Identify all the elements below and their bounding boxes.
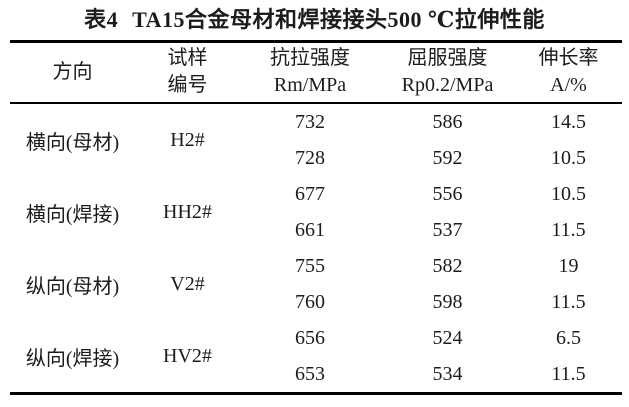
cell-yield-strength: 534 bbox=[432, 362, 463, 385]
cell-yield-strength: 582 bbox=[432, 254, 463, 277]
header-row: 方向 试样 编号 抗拉强度 Rm/MPa 屈服强度 Rp0.2/MPa 伸长率 … bbox=[10, 42, 622, 104]
cell-yield-strength: 524 bbox=[432, 326, 463, 349]
table-row: 661 537 11.5 bbox=[10, 212, 622, 248]
col-header-yield-strength: 屈服强度 Rp0.2/MPa bbox=[380, 42, 515, 104]
cell-tensile-strength: 653 bbox=[295, 362, 325, 385]
table-title: 表4 TA15合金母材和焊接接头500 ℃拉伸性能 bbox=[0, 0, 629, 33]
cell-yield-strength: 556 bbox=[432, 182, 463, 205]
table-row: 纵向(母材) V2# 755 582 19 bbox=[10, 248, 622, 298]
tensile-properties-table: 方向 试样 编号 抗拉强度 Rm/MPa 屈服强度 Rp0.2/MPa 伸长率 … bbox=[10, 40, 622, 395]
cell-tensile-strength: 760 bbox=[295, 290, 325, 313]
header-line: 伸长率 bbox=[538, 47, 599, 69]
header-line: Rm/MPa bbox=[273, 74, 347, 96]
col-header-elongation: 伸长率 A/% bbox=[515, 42, 622, 104]
table-row: 横向(焊接) HH2# 677 556 10.5 bbox=[10, 176, 622, 226]
cell-yield-strength: 598 bbox=[432, 290, 463, 313]
cell-sample-id: H2# bbox=[170, 128, 205, 151]
header-line: 编号 bbox=[167, 74, 208, 96]
header-line: 试样 bbox=[167, 47, 208, 69]
cell-direction: 横向(母材) bbox=[25, 131, 120, 154]
table-row: 653 534 11.5 bbox=[10, 356, 622, 394]
cell-elongation: 11.5 bbox=[551, 218, 586, 241]
cell-yield-strength: 586 bbox=[432, 110, 463, 133]
header-line: 屈服强度 bbox=[407, 47, 488, 69]
col-header-tensile-strength: 抗拉强度 Rm/MPa bbox=[240, 42, 380, 104]
cell-elongation: 6.5 bbox=[556, 326, 581, 349]
cell-tensile-strength: 656 bbox=[295, 326, 325, 349]
cell-tensile-strength: 732 bbox=[295, 110, 325, 133]
header-line: A/% bbox=[550, 74, 587, 96]
cell-elongation: 14.5 bbox=[551, 110, 586, 133]
cell-yield-strength: 537 bbox=[432, 218, 463, 241]
table-row: 760 598 11.5 bbox=[10, 284, 622, 320]
col-header-direction: 方向 bbox=[10, 42, 135, 104]
cell-elongation: 11.5 bbox=[551, 362, 586, 385]
cell-direction: 纵向(母材) bbox=[25, 275, 120, 298]
cell-elongation: 11.5 bbox=[551, 290, 586, 313]
cell-sample-id: HH2# bbox=[163, 200, 212, 223]
table-row: 728 592 10.5 bbox=[10, 140, 622, 176]
cell-tensile-strength: 728 bbox=[295, 146, 325, 169]
table-caption: TA15合金母材和焊接接头500 ℃拉伸性能 bbox=[132, 7, 545, 32]
cell-sample-id: V2# bbox=[170, 272, 205, 295]
cell-elongation: 19 bbox=[558, 254, 579, 277]
cell-direction: 横向(焊接) bbox=[25, 203, 120, 226]
cell-direction: 纵向(焊接) bbox=[25, 347, 120, 370]
cell-tensile-strength: 661 bbox=[295, 218, 325, 241]
cell-elongation: 10.5 bbox=[551, 182, 586, 205]
table-row: 横向(母材) H2# 732 586 14.5 bbox=[10, 103, 622, 154]
header-line: 抗拉强度 bbox=[270, 47, 350, 69]
table-number: 表4 bbox=[84, 7, 119, 32]
header-line: Rp0.2/MPa bbox=[401, 74, 494, 96]
cell-elongation: 10.5 bbox=[551, 146, 586, 169]
table-row: 纵向(焊接) HV2# 656 524 6.5 bbox=[10, 320, 622, 370]
cell-yield-strength: 592 bbox=[432, 146, 463, 169]
cell-tensile-strength: 677 bbox=[295, 182, 325, 205]
header-line: 方向 bbox=[52, 60, 93, 83]
col-header-sample-id: 试样 编号 bbox=[135, 42, 240, 104]
cell-sample-id: HV2# bbox=[163, 344, 212, 367]
cell-tensile-strength: 755 bbox=[295, 254, 325, 277]
